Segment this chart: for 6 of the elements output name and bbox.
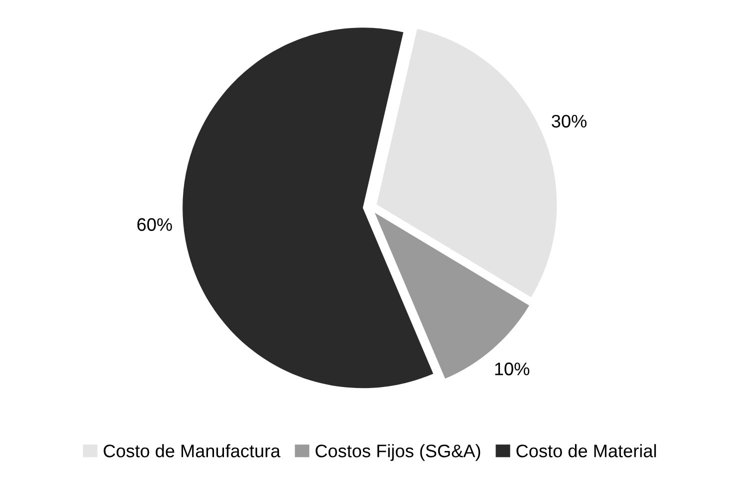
legend-label: Costo de Material xyxy=(516,444,656,458)
data-label: 30% xyxy=(552,114,587,128)
legend-label: Costo de Manufactura xyxy=(104,444,280,458)
data-label: 60% xyxy=(137,218,172,231)
legend-label: Costos Fijos (SG&A) xyxy=(316,444,480,461)
data-label: 10% xyxy=(495,362,530,376)
